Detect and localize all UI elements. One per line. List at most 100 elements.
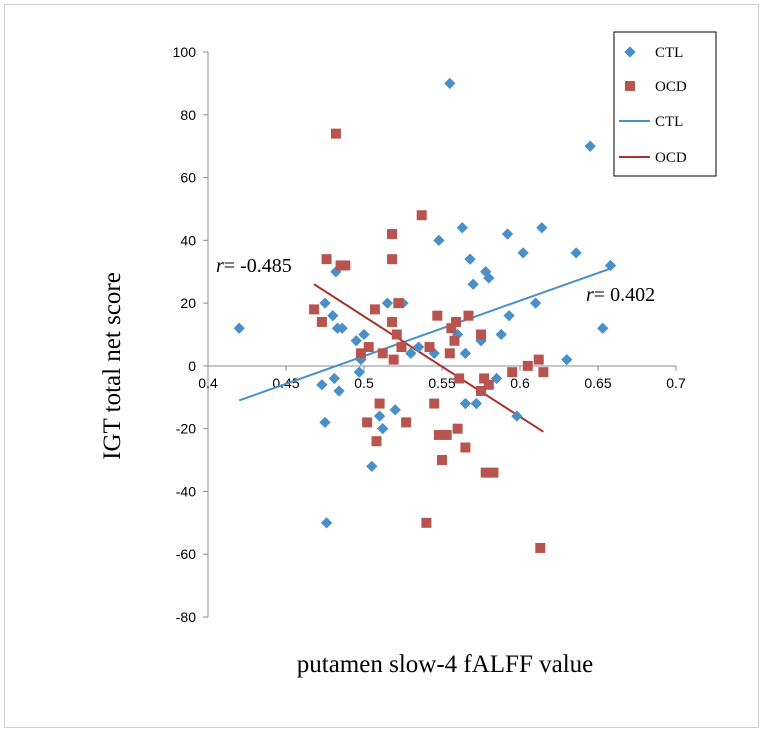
x-tick-label: 0.6 (510, 375, 530, 391)
ocd-data-point (416, 210, 427, 221)
ctl-data-point (333, 385, 345, 397)
ocd-data-point (538, 367, 549, 378)
legend-ocd-marker-square (625, 81, 635, 91)
ocd-data-point (309, 304, 320, 315)
ctl-data-point (412, 341, 425, 353)
x-tick-label: 0.55 (428, 375, 455, 391)
legend-ocd-marker-label: OCD (655, 79, 687, 95)
ocd-data-point (460, 442, 471, 453)
ocd-data-point (488, 467, 499, 478)
x-tick-label: 0.4 (198, 375, 218, 391)
ctl-data-point (459, 347, 472, 359)
ocd-data-point (446, 323, 457, 334)
ctl-data-point (570, 247, 582, 259)
ocd-data-point (330, 128, 341, 139)
ocd-data-point (421, 517, 432, 528)
ocd-data-point (480, 467, 491, 478)
legend-ctl-marker-label: CTL (655, 45, 683, 61)
ctl-data-point (319, 416, 331, 429)
x-tick-labels: 0.40.450.50.550.60.650.7 (198, 365, 686, 391)
ctl-data-point (366, 460, 378, 472)
data-points (233, 77, 617, 553)
ocd-data-point (522, 360, 533, 371)
y-tick-label: 40 (180, 232, 196, 248)
annotation-value: = -0.485 (224, 255, 292, 277)
ctl-data-point (328, 372, 341, 385)
ocd-correlation-annotation: r= -0.485 (216, 255, 292, 277)
axes-layer (207, 52, 676, 617)
ocd-data-point (452, 423, 463, 434)
ctl-data-point (470, 397, 482, 410)
ctl-data-point (536, 222, 548, 234)
ctl-data-point (464, 253, 476, 265)
ctl-data-point (381, 297, 394, 309)
ocd-data-point (444, 348, 455, 359)
ocd-data-point (387, 229, 398, 240)
annotation-r-symbol: r (216, 255, 224, 277)
ocd-trendline (313, 283, 544, 433)
ocd-data-point (424, 342, 435, 353)
y-tick-label: 0 (188, 358, 196, 374)
legend-ctl-line-label: CTL (655, 114, 683, 130)
ctl-data-point (350, 335, 362, 347)
ocd-data-point (463, 310, 474, 321)
annotation-value: = 0.402 (594, 284, 655, 306)
y-tick-label: 80 (180, 107, 196, 123)
ctl-data-point (444, 77, 456, 90)
ctl-correlation-annotation: r= 0.402 (586, 284, 655, 306)
ocd-data-point (429, 398, 440, 409)
ocd-data-point (441, 429, 452, 440)
y-tick-label: -40 (176, 483, 196, 499)
ocd-data-point (316, 316, 327, 327)
ctl-data-point (327, 310, 339, 322)
ctl-data-point (316, 379, 328, 391)
ocd-data-point (340, 260, 351, 271)
ocd-data-point (479, 373, 490, 384)
legend: CTL OCD CTL OCD (613, 31, 717, 177)
ctl-data-point (459, 397, 472, 410)
ocd-data-point (391, 329, 402, 340)
ctl-data-point (456, 222, 468, 234)
ocd-data-point (374, 398, 385, 409)
legend-ocd-line-label: OCD (655, 150, 687, 166)
y-tick-label: -20 (176, 421, 196, 437)
ctl-data-point (529, 297, 542, 309)
ocd-data-point (369, 304, 380, 315)
y-tick-label: 20 (180, 295, 196, 311)
ctl-data-point (389, 404, 401, 416)
ctl-data-point (503, 310, 515, 322)
ocd-data-point (483, 379, 494, 390)
y-tick-label: -60 (176, 546, 196, 562)
ocd-data-point (387, 316, 398, 327)
ocd-data-point (507, 367, 518, 378)
ctl-data-point (467, 278, 479, 290)
ocd-data-point (476, 329, 486, 340)
ocd-data-point (362, 417, 373, 428)
y-tick-label: 100 (173, 44, 197, 60)
ocd-data-point (476, 386, 486, 396)
x-axis-title: putamen slow-4 fALFF value (297, 651, 593, 678)
y-tick-label: 60 (180, 170, 196, 186)
ocd-data-point (432, 310, 443, 321)
ocd-data-point (388, 354, 399, 365)
ocd-data-point (437, 455, 447, 466)
ocd-data-point (533, 354, 544, 365)
ctl-data-point (561, 353, 573, 366)
ocd-data-point (449, 335, 460, 346)
ctl-trendline (238, 267, 611, 402)
annotation-r-symbol: r (586, 284, 594, 306)
ctl-data-point (517, 247, 529, 259)
ocd-data-point (377, 348, 388, 359)
ctl-data-point (373, 410, 386, 422)
ctl-data-point (320, 517, 333, 529)
ocd-data-point (401, 417, 412, 428)
ctl-data-point (597, 322, 609, 334)
ocd-data-point (355, 348, 366, 359)
ctl-data-point (501, 228, 514, 240)
y-tick-label: -80 (176, 609, 196, 625)
ctl-data-point (319, 297, 331, 309)
x-tick-label: 0.65 (584, 375, 611, 391)
ctl-data-point (377, 423, 389, 435)
x-tick-label: 0.5 (354, 375, 374, 391)
